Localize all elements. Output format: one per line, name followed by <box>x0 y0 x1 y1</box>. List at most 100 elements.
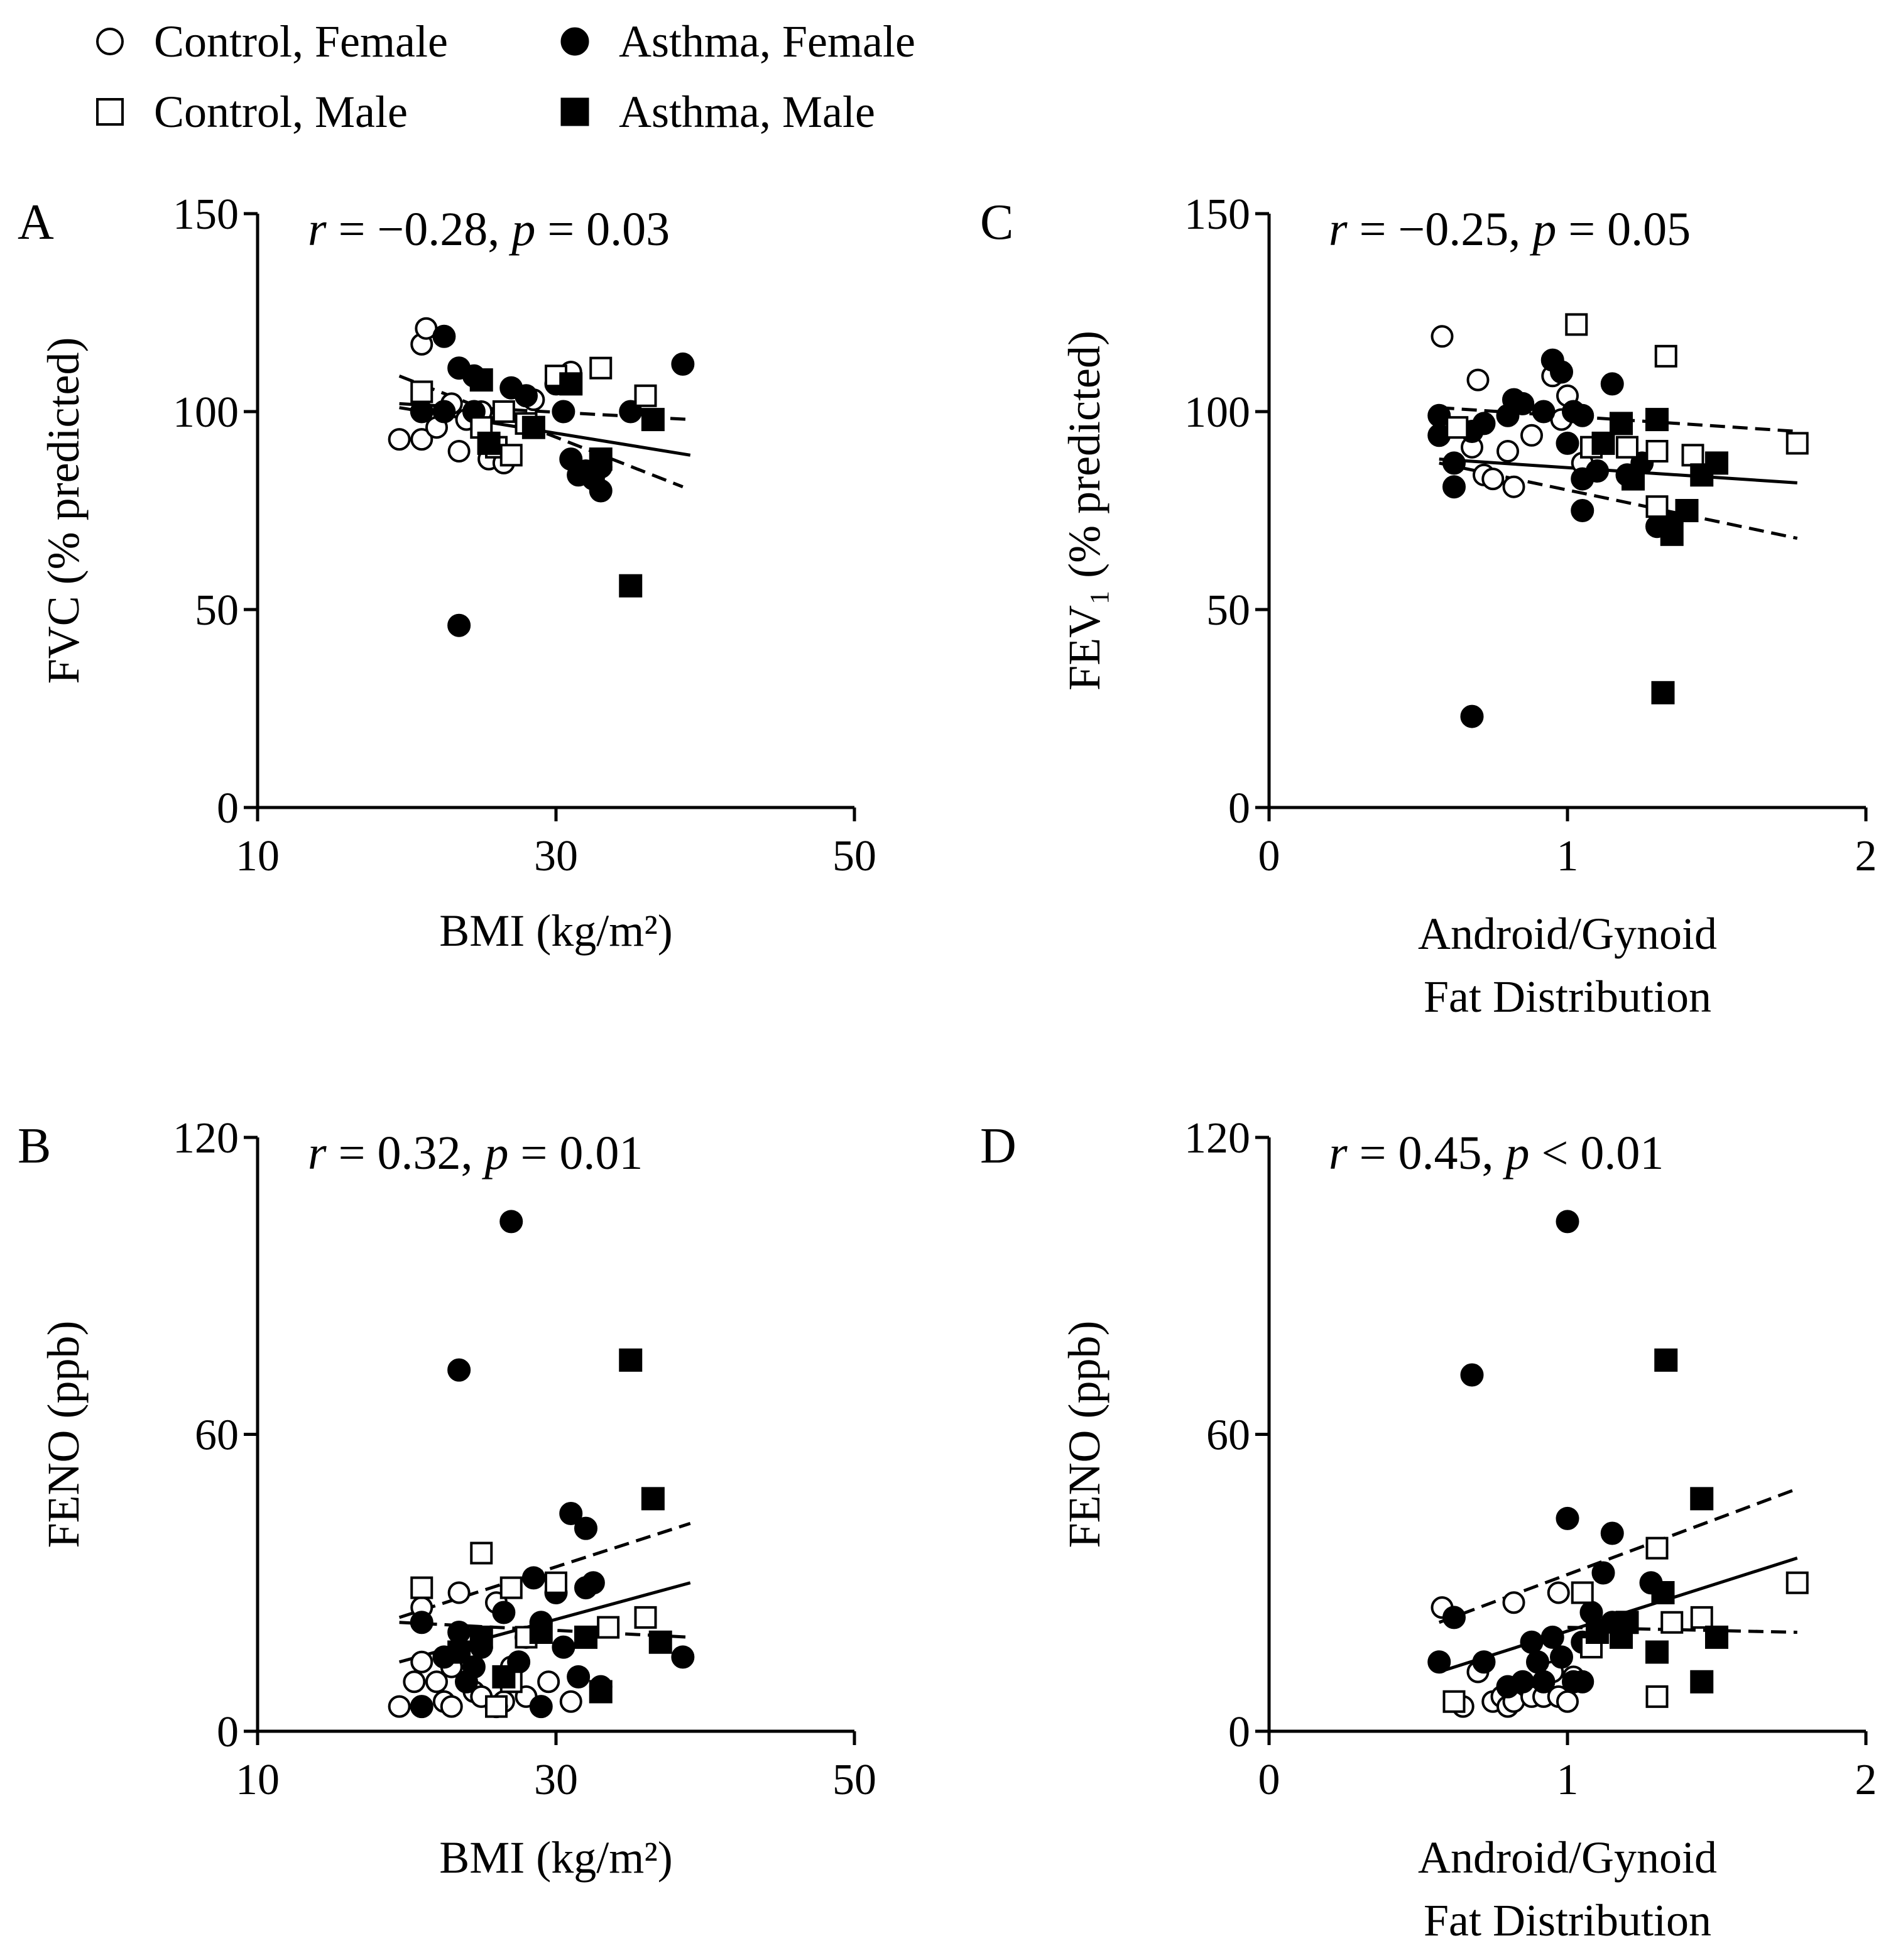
point-asthma-male <box>619 574 643 598</box>
y-tick-label: 60 <box>195 1411 239 1460</box>
point-asthma-male <box>469 1625 493 1649</box>
point-asthma-female <box>1556 1506 1579 1530</box>
point-asthma-female <box>1571 499 1594 522</box>
point-asthma-female <box>1526 1650 1549 1674</box>
point-asthma-male <box>1654 1348 1678 1372</box>
point-asthma-male <box>1651 681 1675 704</box>
point-asthma-female <box>671 1645 695 1669</box>
annotation-p-value: = 0.05 <box>1556 203 1691 256</box>
point-control-female <box>1547 1581 1570 1604</box>
x-axis-label: BMI (kg/m²) <box>439 906 673 956</box>
point-control-male <box>597 1616 620 1639</box>
point-control-male <box>499 444 523 467</box>
point-control-female <box>425 1670 448 1694</box>
point-asthma-female <box>1460 1363 1484 1387</box>
point-asthma-female <box>552 1635 575 1659</box>
y-axis-label: FENO (ppb) <box>38 1321 89 1548</box>
x-axis-label: BMI (kg/m²) <box>439 1832 673 1883</box>
point-asthma-female <box>559 1502 583 1525</box>
point-control-female <box>537 1670 560 1694</box>
point-control-male <box>1681 444 1704 467</box>
point-asthma-male <box>589 447 613 471</box>
dashed-fit-line <box>1438 1487 1798 1624</box>
point-asthma-male <box>529 1621 553 1644</box>
point-asthma-female <box>1520 1630 1544 1654</box>
x-tick-label: 2 <box>1855 832 1877 880</box>
point-control-female <box>1496 440 1519 463</box>
x-tick-label: 30 <box>534 1756 578 1804</box>
point-asthma-male <box>641 1487 665 1511</box>
annotation-p-value: < 0.01 <box>1529 1127 1664 1180</box>
point-asthma-female <box>515 384 538 408</box>
point-control-male <box>634 384 657 407</box>
legend-marker-filled-circle <box>560 27 589 56</box>
point-asthma-male <box>1705 451 1728 475</box>
point-asthma-male <box>447 1640 471 1664</box>
point-asthma-male <box>492 1665 516 1689</box>
point-control-female <box>559 1690 582 1713</box>
point-control-male <box>1645 1536 1669 1560</box>
point-asthma-female <box>1472 1650 1496 1674</box>
point-control-male <box>499 1576 523 1599</box>
point-asthma-female <box>1427 1650 1451 1674</box>
dashed-fit-line <box>1439 461 1798 540</box>
point-asthma-female <box>499 1210 523 1234</box>
y-axis-label: FVC (% predicted) <box>38 337 89 684</box>
point-control-male <box>410 1576 433 1599</box>
annotation-r-label: r <box>1329 203 1348 256</box>
point-control-male <box>545 1571 567 1594</box>
dashed-fit-line <box>398 1521 691 1619</box>
point-asthma-male <box>1705 1625 1728 1649</box>
y-tick-label: 0 <box>1228 1708 1250 1756</box>
annotation-r-value: = 0.32, <box>327 1127 485 1180</box>
point-asthma-female <box>552 400 575 424</box>
point-asthma-male <box>619 1348 643 1372</box>
point-control-male <box>1690 1606 1713 1629</box>
point-control-male <box>1446 416 1469 439</box>
y-tick-label: 100 <box>1184 388 1250 437</box>
point-asthma-female <box>671 352 695 376</box>
point-asthma-male <box>1690 1487 1714 1511</box>
point-asthma-female <box>574 1516 597 1540</box>
point-asthma-female <box>1556 1210 1579 1234</box>
annotation-p-value: = 0.03 <box>535 203 670 256</box>
point-control-male <box>1645 495 1669 518</box>
panel-c-fev1-vs-android-gynoid: C 0 50 100 150 0 1 2 FEV₁ (% predicted) Android/G… <box>980 190 1877 1018</box>
point-asthma-female <box>410 1695 433 1719</box>
x-tick-label: 1 <box>1557 832 1579 880</box>
correlation-annotation: r = 0.32, p = 0.01 <box>308 1127 643 1180</box>
panel-letter: B <box>18 1119 51 1174</box>
point-asthma-male <box>1690 1670 1714 1694</box>
point-asthma-female <box>567 1665 591 1689</box>
correlation-annotation: r = −0.25, p = 0.05 <box>1329 203 1691 256</box>
point-asthma-female <box>1460 704 1484 728</box>
annotation-r-label: r <box>1329 1127 1348 1180</box>
point-control-female <box>410 428 433 451</box>
y-axis-label: FENO (ppb) <box>1059 1321 1109 1548</box>
annotation-p-value: = 0.01 <box>508 1127 643 1180</box>
annotation-p-label: p <box>1529 203 1556 256</box>
point-asthma-female <box>1571 1670 1594 1694</box>
y-tick-label: 150 <box>1184 190 1250 239</box>
y-tick-label: 0 <box>1228 784 1250 833</box>
point-asthma-male <box>1622 467 1645 491</box>
point-control-male <box>1565 313 1588 336</box>
panel-letter: A <box>18 195 54 250</box>
point-control-female <box>1466 368 1490 391</box>
y-tick-label: 120 <box>1184 1114 1250 1163</box>
annotation-r-value: = 0.45, <box>1348 1127 1506 1180</box>
point-asthma-male <box>1591 431 1615 455</box>
point-asthma-male <box>1615 1611 1639 1634</box>
y-tick-label: 0 <box>217 1708 239 1756</box>
x-tick-label: 2 <box>1855 1756 1877 1804</box>
point-asthma-male <box>1610 412 1633 435</box>
point-asthma-female <box>447 1621 471 1644</box>
point-control-male <box>1645 1685 1669 1708</box>
point-asthma-female <box>521 1566 545 1590</box>
x-tick-label: 30 <box>534 832 578 880</box>
point-control-female <box>440 1695 463 1718</box>
point-asthma-male <box>1645 1640 1669 1664</box>
point-control-male <box>1442 1690 1466 1713</box>
point-asthma-male <box>574 1625 597 1649</box>
point-control-female <box>1502 1591 1525 1614</box>
